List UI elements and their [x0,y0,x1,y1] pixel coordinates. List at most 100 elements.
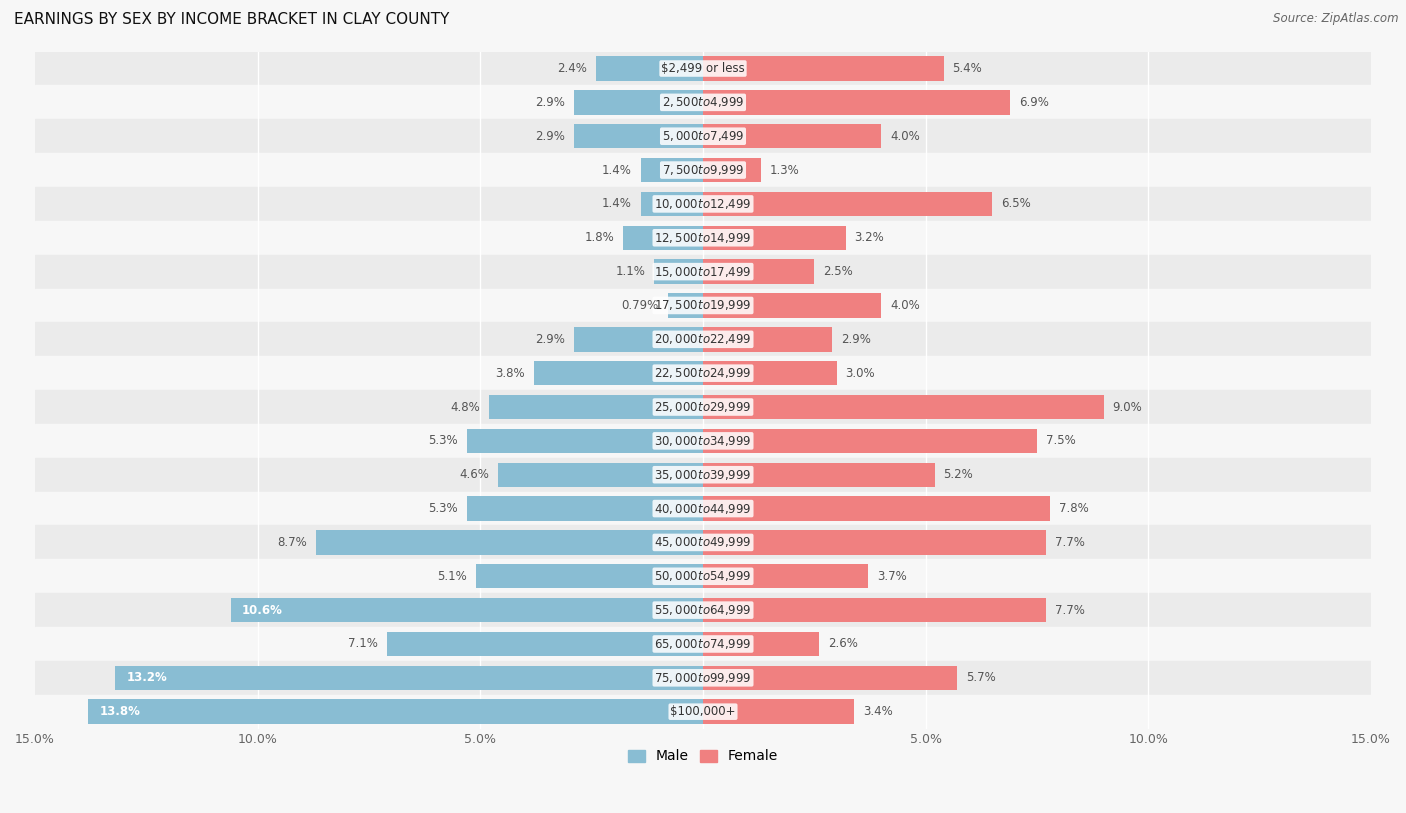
Bar [35,627,1371,661]
Text: 8.7%: 8.7% [277,536,307,549]
Bar [498,463,703,487]
Bar [703,497,1050,521]
Text: $30,000 to $34,999: $30,000 to $34,999 [654,434,752,448]
Bar [89,699,703,724]
Bar [703,293,882,318]
Text: 3.0%: 3.0% [845,367,875,380]
Bar [703,564,868,589]
Text: $75,000 to $99,999: $75,000 to $99,999 [654,671,752,685]
Bar [489,395,703,420]
Bar [703,327,832,351]
Bar [596,56,703,80]
Text: 7.7%: 7.7% [1054,603,1084,616]
Text: 5.4%: 5.4% [952,62,983,75]
Text: $22,500 to $24,999: $22,500 to $24,999 [654,366,752,380]
Bar [35,221,1371,254]
Text: $100,000+: $100,000+ [671,705,735,718]
Bar [574,327,703,351]
Text: $7,500 to $9,999: $7,500 to $9,999 [662,163,744,177]
Text: 1.8%: 1.8% [583,231,614,244]
Bar [475,564,703,589]
Bar [703,463,935,487]
Bar [703,124,882,149]
Text: 4.0%: 4.0% [890,130,920,143]
Bar [703,90,1011,115]
Bar [35,85,1371,120]
Text: 6.9%: 6.9% [1019,96,1049,109]
Bar [534,361,703,385]
Text: $17,500 to $19,999: $17,500 to $19,999 [654,298,752,312]
Text: 3.7%: 3.7% [877,570,907,583]
Text: 3.2%: 3.2% [855,231,884,244]
Text: $20,000 to $22,499: $20,000 to $22,499 [654,333,752,346]
Text: $10,000 to $12,499: $10,000 to $12,499 [654,197,752,211]
Text: 13.2%: 13.2% [127,672,167,685]
Bar [703,598,1046,622]
Bar [641,192,703,216]
Bar [35,254,1371,289]
Text: $2,499 or less: $2,499 or less [661,62,745,75]
Bar [387,632,703,656]
Bar [703,56,943,80]
Text: 7.1%: 7.1% [349,637,378,650]
Text: 7.5%: 7.5% [1046,434,1076,447]
Bar [703,259,814,284]
Bar [35,593,1371,627]
Text: $5,000 to $7,499: $5,000 to $7,499 [662,129,744,143]
Bar [654,259,703,284]
Text: 3.4%: 3.4% [863,705,893,718]
Text: $35,000 to $39,999: $35,000 to $39,999 [654,467,752,482]
Text: 9.0%: 9.0% [1112,401,1143,414]
Bar [703,530,1046,554]
Text: 2.9%: 2.9% [841,333,870,346]
Bar [574,124,703,149]
Bar [668,293,703,318]
Text: 5.2%: 5.2% [943,468,973,481]
Bar [703,395,1104,420]
Text: 0.79%: 0.79% [621,299,659,312]
Bar [703,666,957,690]
Text: 5.1%: 5.1% [437,570,467,583]
Text: $50,000 to $54,999: $50,000 to $54,999 [654,569,752,583]
Text: 5.3%: 5.3% [429,502,458,515]
Text: 4.8%: 4.8% [450,401,481,414]
Bar [703,225,845,250]
Bar [467,428,703,453]
Bar [35,458,1371,492]
Bar [35,390,1371,424]
Text: 1.4%: 1.4% [602,198,631,211]
Bar [115,666,703,690]
Text: 6.5%: 6.5% [1001,198,1031,211]
Text: 5.7%: 5.7% [966,672,995,685]
Bar [35,153,1371,187]
Text: EARNINGS BY SEX BY INCOME BRACKET IN CLAY COUNTY: EARNINGS BY SEX BY INCOME BRACKET IN CLA… [14,12,450,27]
Bar [35,51,1371,85]
Text: $25,000 to $29,999: $25,000 to $29,999 [654,400,752,414]
Bar [35,187,1371,221]
Bar [703,428,1038,453]
Bar [231,598,703,622]
Text: $12,500 to $14,999: $12,500 to $14,999 [654,231,752,245]
Text: 1.1%: 1.1% [616,265,645,278]
Bar [703,192,993,216]
Bar [35,492,1371,525]
Bar [574,90,703,115]
Bar [703,361,837,385]
Text: 5.3%: 5.3% [429,434,458,447]
Text: 7.7%: 7.7% [1054,536,1084,549]
Text: 4.6%: 4.6% [460,468,489,481]
Bar [467,497,703,521]
Text: $15,000 to $17,499: $15,000 to $17,499 [654,264,752,279]
Bar [623,225,703,250]
Text: 2.6%: 2.6% [828,637,858,650]
Text: 13.8%: 13.8% [100,705,141,718]
Text: 3.8%: 3.8% [495,367,524,380]
Text: $45,000 to $49,999: $45,000 to $49,999 [654,536,752,550]
Text: $40,000 to $44,999: $40,000 to $44,999 [654,502,752,515]
Bar [703,632,818,656]
Bar [703,158,761,182]
Text: 2.4%: 2.4% [557,62,588,75]
Bar [35,424,1371,458]
Text: Source: ZipAtlas.com: Source: ZipAtlas.com [1274,12,1399,25]
Bar [35,695,1371,728]
